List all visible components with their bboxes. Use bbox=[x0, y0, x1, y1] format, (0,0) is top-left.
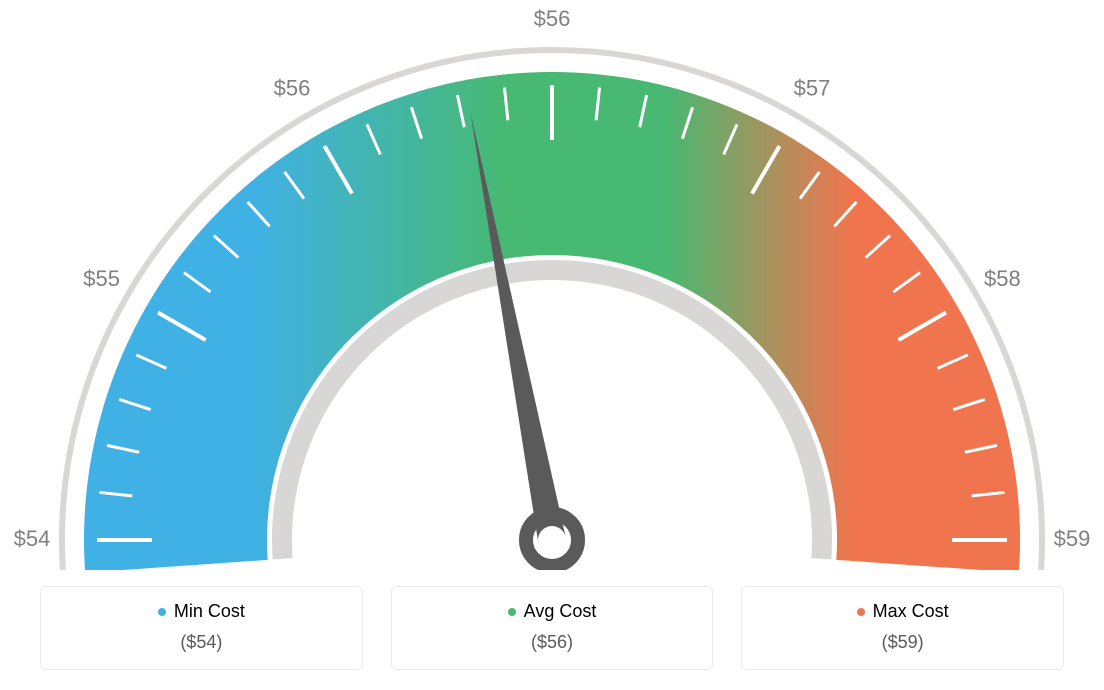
legend-card-avg: Avg Cost ($56) bbox=[391, 586, 714, 670]
dot-icon bbox=[158, 608, 166, 616]
legend-value: ($56) bbox=[402, 632, 703, 653]
svg-text:$56: $56 bbox=[274, 75, 311, 100]
svg-text:$58: $58 bbox=[984, 266, 1021, 291]
legend-value: ($59) bbox=[752, 632, 1053, 653]
svg-text:$56: $56 bbox=[534, 6, 571, 31]
dot-icon bbox=[857, 608, 865, 616]
svg-text:$55: $55 bbox=[83, 266, 120, 291]
dot-icon bbox=[508, 608, 516, 616]
legend-card-min: Min Cost ($54) bbox=[40, 586, 363, 670]
legend-label: Min Cost bbox=[174, 601, 245, 622]
legend-label: Max Cost bbox=[873, 601, 949, 622]
svg-text:$57: $57 bbox=[794, 75, 831, 100]
svg-text:$59: $59 bbox=[1054, 526, 1091, 551]
legend-value: ($54) bbox=[51, 632, 352, 653]
legend-card-max: Max Cost ($59) bbox=[741, 586, 1064, 670]
cost-gauge: $54 $55 $56 $56 $57 $58 $59 bbox=[0, 0, 1104, 570]
legend-row: Min Cost ($54) Avg Cost ($56) Max Cost (… bbox=[40, 586, 1064, 670]
legend-label: Avg Cost bbox=[524, 601, 597, 622]
svg-text:$54: $54 bbox=[14, 526, 51, 551]
